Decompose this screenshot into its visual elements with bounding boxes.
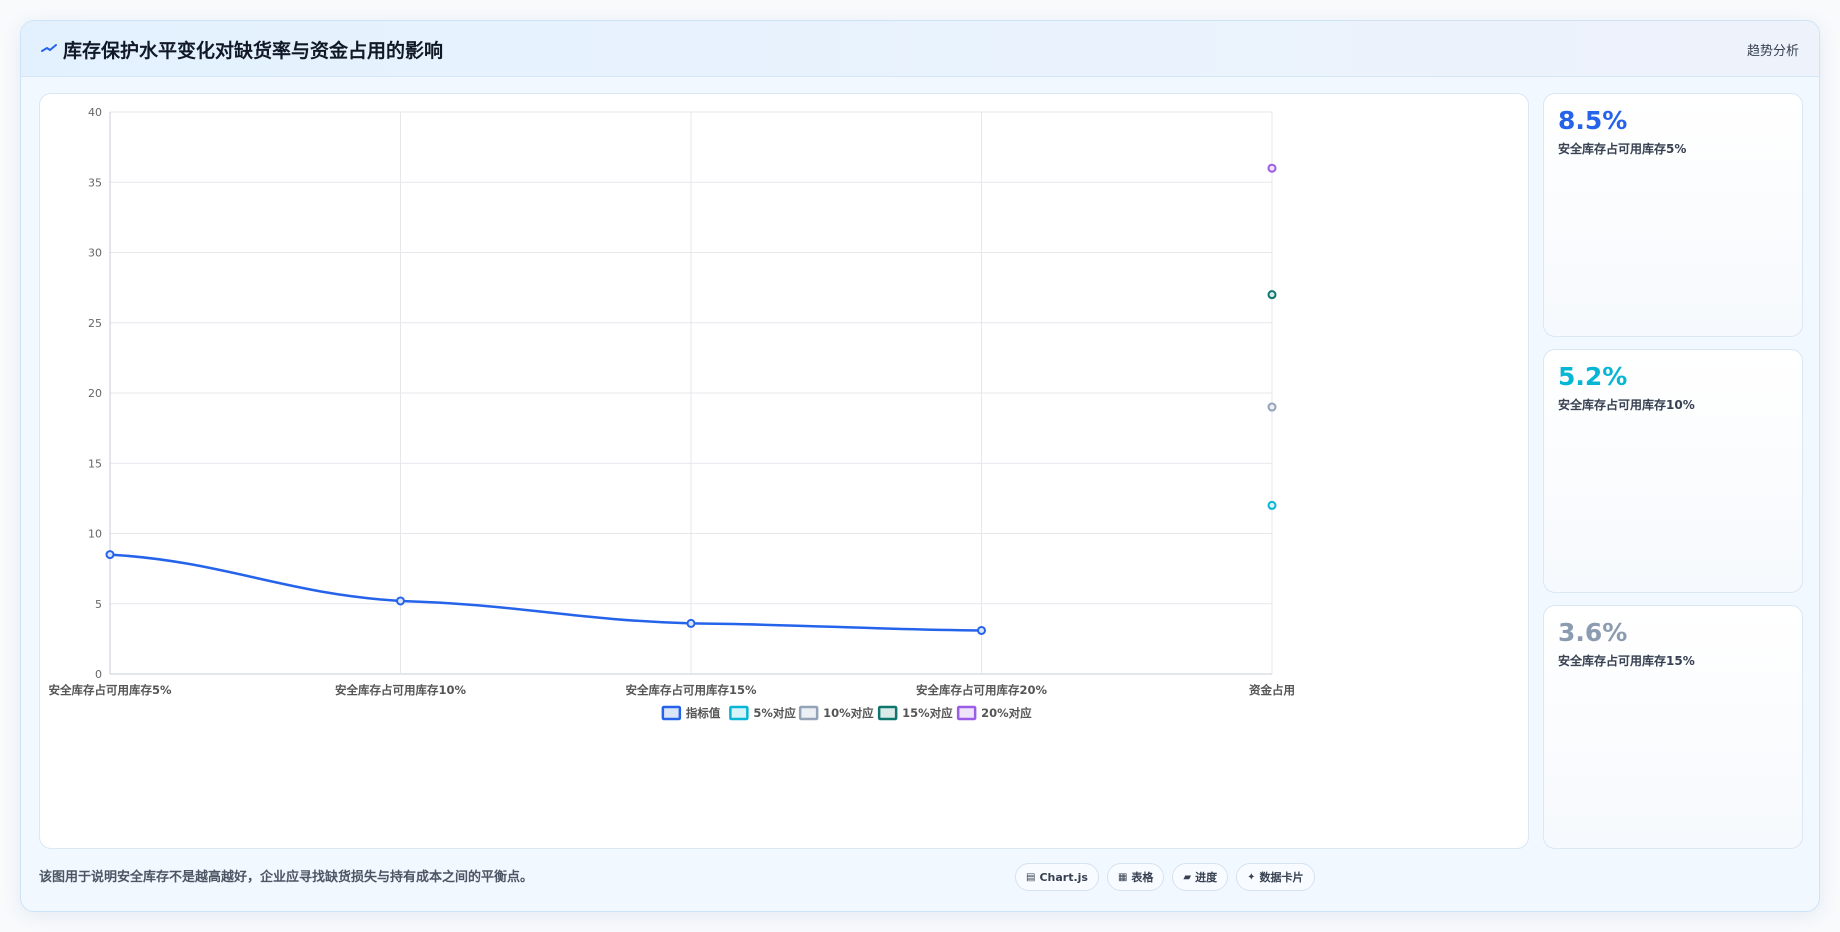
trend-analysis-tag[interactable]: 趋势分析 [1746,44,1799,59]
kpi-value: 5.2% [1558,362,1628,391]
chart-icon: ▤ [1026,871,1036,883]
y-tick-label: 40 [88,106,102,119]
chip-progress[interactable]: ▰ 进度 [1172,863,1229,891]
chip-label: 进度 [1195,871,1218,884]
kpi-card-3: 3.6% 安全库存占可用库存15% [1543,605,1803,849]
x-tick-label: 安全库存占可用库存15% [625,683,757,697]
line-chart: 0 5 10 15 20 25 30 35 40 安全库存占可用库存5% 安全库存占可用库存10% 安… [48,106,1295,721]
data-point [1267,290,1277,300]
data-point [396,596,405,606]
chip-label: 表格 [1131,871,1154,884]
legend-swatch [661,705,682,721]
x-tick-label: 安全库存占可用库存20% [916,683,1048,697]
chip-data-card[interactable]: ✦ 数据卡片 [1236,863,1315,891]
data-point [1267,163,1277,173]
chip-label: Chart.js [1039,870,1088,884]
y-tick-label: 35 [88,176,102,189]
legend-label: 15%对应 [902,706,953,720]
kpi-card-1: 8.5% 安全库存占可用库存5% [1543,93,1803,337]
legend-label: 10%对应 [823,706,874,720]
kpi-value: 8.5% [1558,106,1628,135]
chip-chartjs[interactable]: ▤ Chart.js [1015,863,1099,891]
x-tick-label: 安全库存占可用库存5% [48,683,172,697]
chart-footnote: 该图用于说明安全库存不是越高越好，企业应寻找缺货损失与持有成本之间的平衡点。 [39,870,534,885]
data-point [105,550,115,560]
data-point [686,618,696,628]
data-point [1267,402,1277,412]
legend-swatch [956,705,977,721]
series-line [109,553,982,632]
progress-icon: ▰ [1183,871,1192,883]
y-tick-label: 5 [95,598,102,611]
kpi-value: 3.6% [1558,618,1628,647]
y-tick-label: 15 [88,457,102,470]
data-point [977,625,986,635]
kpi-label: 安全库存占可用库存10% [1558,398,1695,412]
card-icon: ✦ [1247,871,1256,883]
kpi-label: 安全库存占可用库存15% [1558,654,1695,668]
kpi-label: 安全库存占可用库存5% [1558,142,1687,156]
page-title: 库存保护水平变化对缺货率与资金占用的影响 [63,40,444,62]
card-header: 库存保护水平变化对缺货率与资金占用的影响 趋势分析 [21,21,1819,77]
chart-panel: 0 5 10 15 20 25 30 35 40 安全库存占可用库存5% 安全库存占可用库存10% 安… [39,93,1529,849]
y-tick-label: 0 [95,668,102,681]
y-tick-label: 10 [88,528,102,541]
chip-label: 数据卡片 [1259,871,1304,884]
feature-chips: ▤ Chart.js ▦ 表格 ▰ 进度 ✦ 数据卡片 [1015,863,1315,891]
x-tick-label: 安全库存占可用库存10% [335,683,467,697]
legend-swatch [877,705,898,721]
kpi-card-2: 5.2% 安全库存占可用库存10% [1543,349,1803,593]
legend-swatch [798,705,819,721]
y-tick-label: 20 [88,387,102,400]
y-tick-label: 30 [88,247,102,260]
chart-card: 库存保护水平变化对缺货率与资金占用的影响 趋势分析 0 5 10 15 20 25 30 35… [20,20,1820,912]
legend-swatch [729,705,749,721]
legend-label: 20%对应 [981,706,1032,720]
y-tick-label: 25 [88,317,102,330]
legend-label: 5%对应 [753,706,796,720]
table-icon: ▦ [1117,871,1128,883]
x-tick-label: 资金占用 [1249,683,1295,697]
data-point [1267,500,1277,510]
chip-table[interactable]: ▦ 表格 [1106,863,1165,891]
trend-line-icon [41,44,57,52]
legend-label: 指标值 [686,706,721,720]
